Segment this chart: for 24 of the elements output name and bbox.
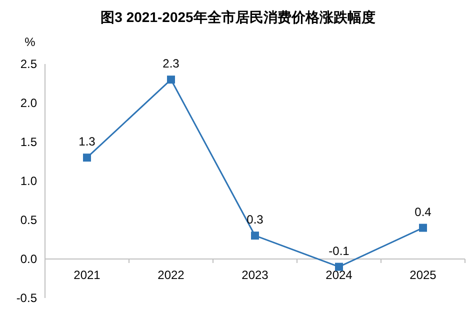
point [419, 224, 427, 232]
data-label: -0.1 [328, 244, 350, 258]
y-tick-label: 2.5 [20, 57, 38, 71]
point [83, 154, 91, 162]
x-tick-label: 2024 [326, 268, 353, 282]
data-label: 2.3 [162, 56, 180, 71]
y-tick-label: 2.0 [20, 96, 38, 110]
x-tick-label: 2022 [158, 268, 185, 282]
y-axis-title: % [24, 35, 36, 49]
point [335, 262, 343, 271]
y-tick-label: 1.5 [20, 135, 38, 149]
x-tick-label: 2021 [74, 268, 101, 282]
point [251, 232, 259, 240]
data-label: 0.3 [246, 212, 264, 227]
data-label: 0.4 [414, 204, 432, 219]
y-tick-label: -0.5 [16, 291, 38, 305]
x-tick-label: 2025 [410, 268, 437, 282]
data-label: 1.3 [78, 134, 96, 149]
y-tick-label: 0.0 [20, 252, 38, 266]
point [167, 76, 175, 84]
y-tick-label: 1.0 [20, 174, 38, 188]
chart-title: 图3 2021-2025年全市居民消费价格涨跌幅度 [100, 9, 376, 25]
y-tick-label: 0.5 [20, 213, 38, 227]
x-tick-label: 2023 [242, 268, 269, 282]
